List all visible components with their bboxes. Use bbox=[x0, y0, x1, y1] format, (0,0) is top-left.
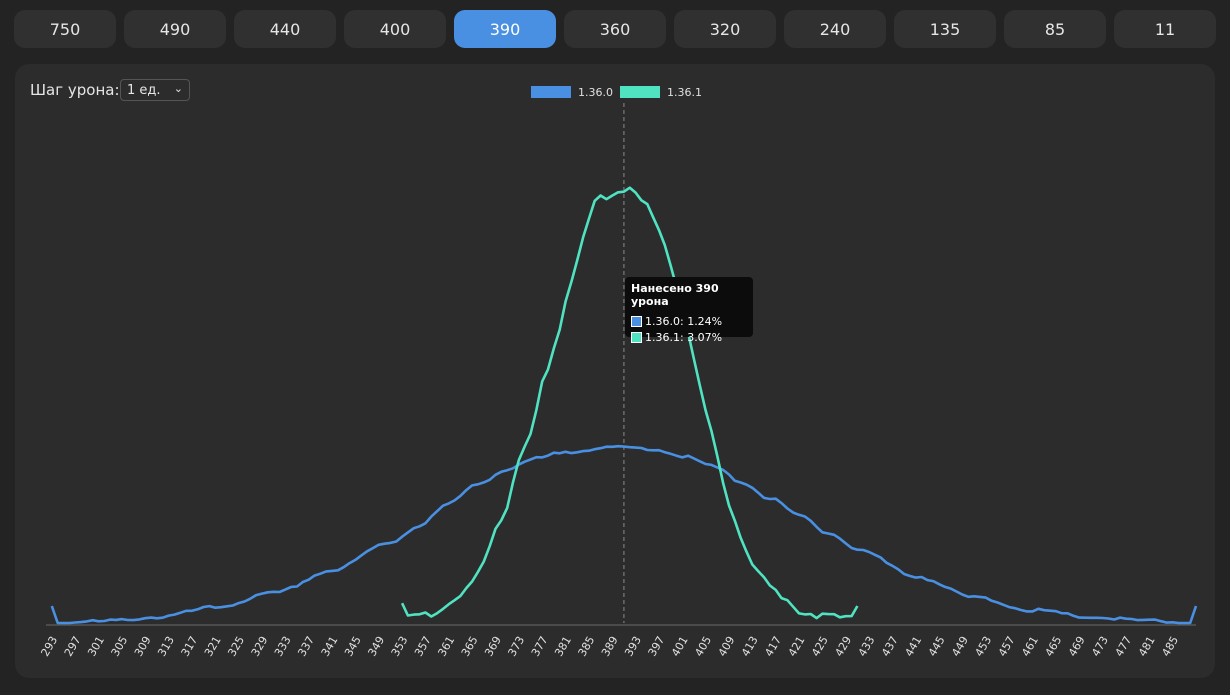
damage-tabs: 750 490 440 400 390 360 320 240 135 85 11 bbox=[14, 10, 1216, 48]
legend-swatch bbox=[531, 86, 571, 98]
tab-440[interactable]: 440 bbox=[234, 10, 336, 48]
tooltip-row-text: 1.36.1: 3.07% bbox=[645, 330, 723, 344]
damage-step-select[interactable]: 1 ед. ⌄ bbox=[120, 79, 190, 101]
x-tick-label: 409 bbox=[716, 634, 738, 659]
x-tick-label: 469 bbox=[1066, 634, 1088, 659]
x-tick-label: 305 bbox=[109, 634, 131, 659]
x-tick-label: 329 bbox=[249, 634, 271, 659]
x-tick-label: 413 bbox=[739, 634, 761, 659]
tab-320[interactable]: 320 bbox=[674, 10, 776, 48]
tooltip-row-text: 1.36.0: 1.24% bbox=[645, 314, 723, 328]
tooltip-title: Нанесено 390 урона bbox=[631, 282, 719, 308]
x-tick-label: 353 bbox=[389, 634, 411, 659]
x-tick-label: 417 bbox=[762, 634, 784, 659]
x-tick-label: 441 bbox=[902, 634, 924, 659]
x-tick-label: 301 bbox=[85, 634, 107, 659]
tab-490[interactable]: 490 bbox=[124, 10, 226, 48]
x-tick-label: 405 bbox=[692, 634, 714, 659]
tab-360[interactable]: 360 bbox=[564, 10, 666, 48]
x-tick-label: 317 bbox=[179, 634, 201, 659]
tooltip-swatch bbox=[631, 315, 642, 327]
x-tick-label: 385 bbox=[576, 634, 598, 659]
damage-step-label: Шаг урона: bbox=[30, 81, 120, 99]
x-tick-label: 465 bbox=[1043, 634, 1065, 659]
x-tick-label: 449 bbox=[949, 634, 971, 659]
x-tick-label: 313 bbox=[155, 634, 177, 659]
series-line-1.36.0 bbox=[50, 444, 1198, 625]
x-tick-label: 341 bbox=[319, 634, 341, 659]
x-tick-label: 337 bbox=[295, 634, 317, 659]
x-tick-label: 333 bbox=[272, 634, 294, 659]
x-tick-label: 397 bbox=[646, 634, 668, 659]
x-tick-label: 357 bbox=[412, 634, 434, 659]
legend-label: 1.36.0 bbox=[578, 86, 613, 99]
tab-400[interactable]: 400 bbox=[344, 10, 446, 48]
x-tick-label: 445 bbox=[926, 634, 948, 659]
tooltip-row: 1.36.1: 3.07% bbox=[631, 329, 747, 345]
x-tick-label: 425 bbox=[809, 634, 831, 659]
x-tick-label: 381 bbox=[552, 634, 574, 659]
tab-11[interactable]: 11 bbox=[1114, 10, 1216, 48]
x-tick-label: 297 bbox=[62, 634, 84, 659]
x-tick-label: 473 bbox=[1089, 634, 1111, 659]
x-tick-label: 457 bbox=[996, 634, 1018, 659]
x-tick-label: 361 bbox=[435, 634, 457, 659]
chart-panel: Шаг урона: 1 ед. ⌄ bbox=[15, 64, 1215, 678]
x-tick-label: 365 bbox=[459, 634, 481, 659]
x-tick-label: 345 bbox=[342, 634, 364, 659]
chevron-down-icon: ⌄ bbox=[173, 82, 183, 95]
x-tick-label: 293 bbox=[39, 634, 61, 659]
chart-tooltip: Нанесено 390 урона 1.36.0: 1.24% 1.36.1:… bbox=[625, 277, 753, 344]
x-tick-label: 373 bbox=[506, 634, 528, 659]
x-tick-label: 481 bbox=[1136, 634, 1158, 659]
x-tick-label: 393 bbox=[622, 634, 644, 659]
legend-label: 1.36.1 bbox=[667, 86, 702, 99]
tooltip-swatch bbox=[631, 331, 642, 343]
x-tick-label: 369 bbox=[482, 634, 504, 659]
x-tick-label: 349 bbox=[365, 634, 387, 659]
x-tick-label: 453 bbox=[973, 634, 995, 659]
series-line-1.36.1 bbox=[400, 186, 859, 620]
tab-240[interactable]: 240 bbox=[784, 10, 886, 48]
damage-step-value: 1 ед. bbox=[127, 82, 161, 98]
x-tick-label: 437 bbox=[879, 634, 901, 659]
x-tick-label: 401 bbox=[669, 634, 691, 659]
x-tick-label: 309 bbox=[132, 634, 154, 659]
tab-135[interactable]: 135 bbox=[894, 10, 996, 48]
x-tick-label: 485 bbox=[1159, 634, 1181, 659]
tab-85[interactable]: 85 bbox=[1004, 10, 1106, 48]
x-tick-label: 321 bbox=[202, 634, 224, 659]
x-tick-label: 461 bbox=[1019, 634, 1041, 659]
tab-750[interactable]: 750 bbox=[14, 10, 116, 48]
x-tick-label: 325 bbox=[225, 634, 247, 659]
x-tick-label: 429 bbox=[832, 634, 854, 659]
tooltip-row: 1.36.0: 1.24% bbox=[631, 313, 747, 329]
x-tick-label: 477 bbox=[1113, 634, 1135, 659]
legend-swatch bbox=[620, 86, 660, 98]
tab-390[interactable]: 390 bbox=[454, 10, 556, 48]
x-tick-label: 421 bbox=[786, 634, 808, 659]
x-tick-label: 377 bbox=[529, 634, 551, 659]
x-tick-label: 433 bbox=[856, 634, 878, 659]
x-tick-label: 389 bbox=[599, 634, 621, 659]
